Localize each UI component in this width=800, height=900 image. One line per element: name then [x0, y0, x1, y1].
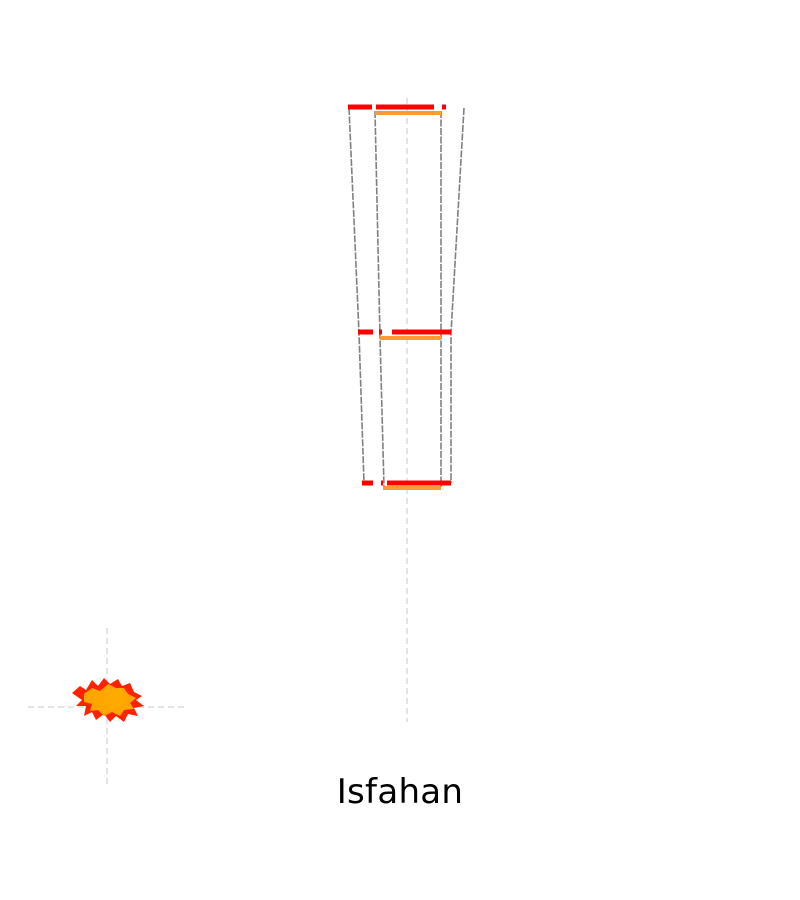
diagram-caption: Isfahan [336, 772, 464, 812]
level-top [348, 104, 465, 115]
level-bottom [362, 480, 451, 490]
outer-outline-right [450, 107, 465, 483]
flame-blob-icon [72, 678, 144, 722]
outer-outline-left [348, 107, 365, 484]
flame-blob-center [104, 688, 124, 708]
inner-outline-left [374, 110, 385, 488]
level-middle [358, 329, 451, 340]
